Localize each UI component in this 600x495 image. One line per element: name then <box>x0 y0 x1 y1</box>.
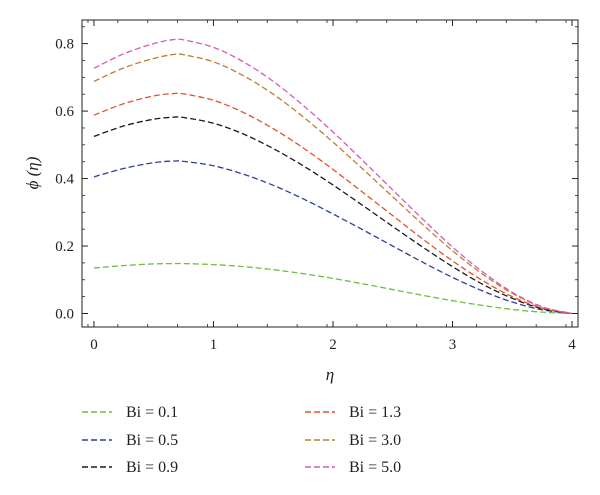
series-lines <box>93 38 573 315</box>
y-axis-label: ϕ (η) <box>23 156 42 189</box>
series-line-5 <box>93 53 573 315</box>
y-tick-label: 0.4 <box>55 172 74 188</box>
x-tick-label: 0 <box>90 337 98 353</box>
series-line-1 <box>93 262 573 315</box>
y-tick-label: 0.6 <box>55 104 74 120</box>
y-tick-label: 0.0 <box>55 307 74 323</box>
series-line-3 <box>93 116 573 315</box>
y-tick-label: 0.8 <box>55 37 74 53</box>
legend-label: Bi = 0.1 <box>126 404 178 421</box>
series-line-4 <box>93 92 573 315</box>
x-tick-label: 2 <box>329 337 337 353</box>
series-line-2 <box>93 160 573 315</box>
legend-label: Bi = 5.0 <box>349 459 401 476</box>
y-tick-label: 0.2 <box>55 239 74 255</box>
legend-label: Bi = 0.9 <box>126 459 178 476</box>
x-tick-label: 3 <box>449 337 457 353</box>
legend-label: Bi = 0.5 <box>126 432 178 449</box>
x-axis-label: η <box>326 365 334 384</box>
legend: Bi = 0.1 Bi = 0.5 Bi = 0.9 Bi = 1.3 Bi = 3.0… <box>82 404 401 476</box>
x-axis-ticks: 0 1 2 3 4 <box>87 20 576 353</box>
plot-area <box>81 19 579 328</box>
legend-label: Bi = 1.3 <box>349 404 401 421</box>
x-tick-label: 4 <box>568 337 576 353</box>
x-tick-label: 1 <box>210 337 218 353</box>
series-line-6 <box>93 38 573 315</box>
legend-label: Bi = 3.0 <box>349 432 401 449</box>
y-axis-ticks: 0.0 0.2 0.4 0.6 0.8 <box>55 26 578 323</box>
